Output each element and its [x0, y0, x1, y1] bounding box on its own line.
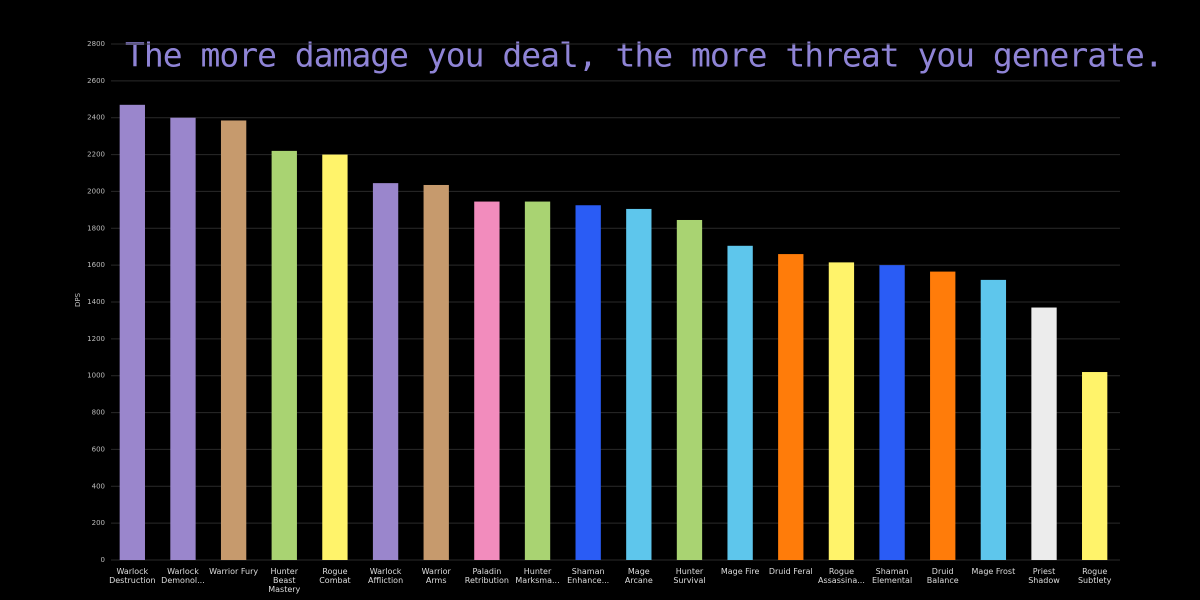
bar [119, 104, 145, 561]
bar [828, 262, 855, 560]
x-tick-label: Warlock Affliction [367, 567, 404, 585]
y-tick-label: 2000 [87, 187, 105, 195]
y-tick-label: 1800 [87, 224, 105, 232]
x-tick-label: Shaman Enhance... [567, 567, 610, 585]
x-tick-label: Warrior Fury [209, 567, 259, 576]
x-tick-label: Druid Balance [926, 567, 959, 585]
bar [930, 271, 956, 560]
x-tick-label: Shaman Elemental [871, 567, 913, 585]
x-tick-label: Warlock Destruction [109, 567, 156, 585]
x-tick-label: Paladin Retribution [464, 567, 509, 585]
bar [170, 117, 196, 560]
bar [980, 279, 1007, 560]
bar [575, 205, 601, 560]
bar [322, 154, 348, 561]
bar [474, 201, 500, 561]
y-tick-label: 1000 [87, 372, 105, 380]
y-tick-label: 2400 [87, 114, 105, 122]
x-tick-label: Rogue Subtlety [1077, 567, 1112, 585]
x-tick-label: Hunter Survival [673, 567, 706, 585]
x-tick-label: Priest Shadow [1028, 567, 1060, 585]
y-tick-label: 0 [101, 556, 105, 564]
x-tick-label: Druid Feral [768, 567, 813, 576]
bar [626, 208, 652, 560]
x-tick-label: Warlock Demonol... [161, 567, 205, 585]
y-tick-label: 1600 [87, 261, 105, 269]
x-tick-label: Rogue Combat [319, 567, 351, 585]
bar [220, 120, 247, 560]
x-tick-label: Mage Frost [971, 567, 1016, 576]
bar [778, 254, 804, 561]
x-tick-label: Rogue Assassina... [817, 567, 865, 585]
y-tick-label: 1400 [87, 298, 105, 306]
bar [423, 184, 449, 560]
y-tick-label: 800 [92, 409, 105, 417]
bar [271, 150, 297, 560]
bar [879, 265, 905, 560]
bar [727, 245, 753, 561]
bar [676, 219, 703, 560]
x-tick-label: Hunter Beast Mastery [268, 567, 301, 594]
y-axis-label: DPS [74, 292, 82, 307]
y-tick-label: 400 [92, 482, 105, 490]
x-tick-label: Hunter Marksma... [515, 567, 560, 585]
bar [1031, 307, 1057, 560]
chart-title: The more damage you deal, the more threa… [125, 36, 1163, 75]
y-tick-label: 200 [92, 519, 105, 527]
bar [372, 183, 399, 560]
y-tick-label: 2200 [87, 151, 105, 159]
y-tick-label: 600 [92, 445, 105, 453]
x-tick-label: Mage Arcane [624, 567, 653, 585]
bar [1082, 372, 1108, 560]
x-tick-label: Mage Fire [720, 567, 760, 576]
x-tick-label: Warrior Arms [421, 567, 451, 585]
y-tick-label: 2800 [87, 40, 105, 48]
y-tick-label: 2600 [87, 77, 105, 85]
bar [524, 201, 551, 561]
y-tick-label: 1200 [87, 335, 105, 343]
